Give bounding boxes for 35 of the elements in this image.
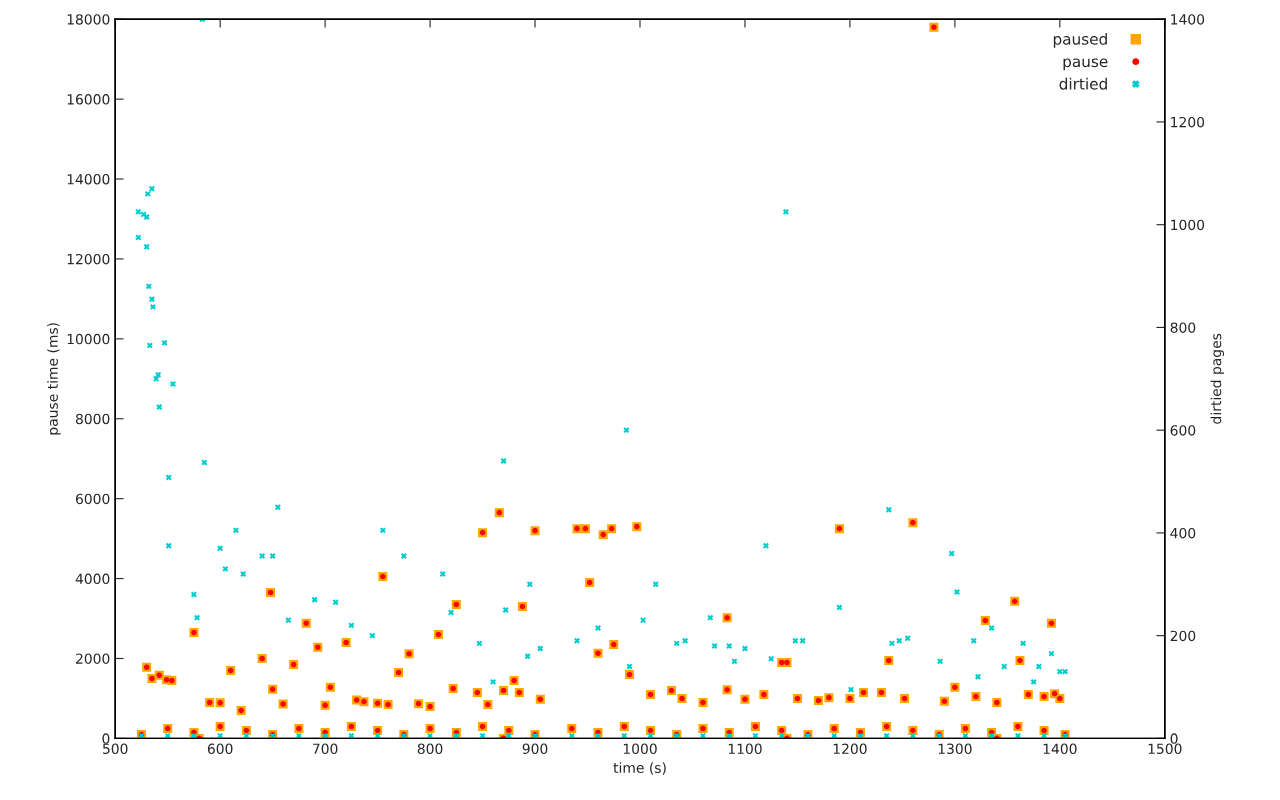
y2-tick-label: 0 <box>1170 733 1178 744</box>
x-tick-label: 1300 <box>938 743 972 755</box>
x-tick-label: 1000 <box>623 743 657 755</box>
y2-tick-label: 1000 <box>1171 219 1205 231</box>
y2-tick-label: 800 <box>1170 322 1196 333</box>
y2-axis-title: dirtied pages <box>1210 333 1225 424</box>
x-tick-label: 800 <box>417 743 443 755</box>
x-tick-label: 900 <box>522 743 548 755</box>
x-tick-label: 1200 <box>833 743 867 755</box>
x-tick-label: 700 <box>313 743 338 755</box>
y-tick-label: 10000 <box>67 333 110 345</box>
y-tick-label: 14000 <box>67 173 110 185</box>
y2-tick-label: 400 <box>1170 527 1196 539</box>
y2-tick-label: 200 <box>1170 630 1196 642</box>
y-tick-label: 2000 <box>76 653 110 664</box>
y-tick-label: 12000 <box>67 253 110 265</box>
x-tick-label: 1100 <box>728 743 762 755</box>
y2-tick-label: 600 <box>1170 425 1196 436</box>
x-tick-label: 600 <box>207 743 233 755</box>
y-axis-title: pause time (ms) <box>47 323 61 435</box>
y-tick-label: 18000 <box>67 14 110 25</box>
x-axis-title: time (s) <box>613 762 666 775</box>
y-tick-label: 6000 <box>75 493 110 505</box>
y2-tick-label: 1200 <box>1171 116 1205 128</box>
x-tick-label: 1500 <box>1148 743 1182 755</box>
y-tick-label: 16000 <box>67 94 110 105</box>
x-tick-label: 500 <box>103 743 128 755</box>
y-tick-label: 4000 <box>75 573 110 585</box>
y-tick-label: 0 <box>102 733 110 744</box>
y2-tick-label: 1400 <box>1171 14 1205 25</box>
legend-label: pause <box>1063 58 1108 71</box>
y-tick-label: 8000 <box>75 413 110 425</box>
legend-label: paused <box>1053 32 1107 48</box>
x-tick-label: 1400 <box>1043 743 1077 755</box>
legend-label: dirtied <box>1059 77 1107 90</box>
